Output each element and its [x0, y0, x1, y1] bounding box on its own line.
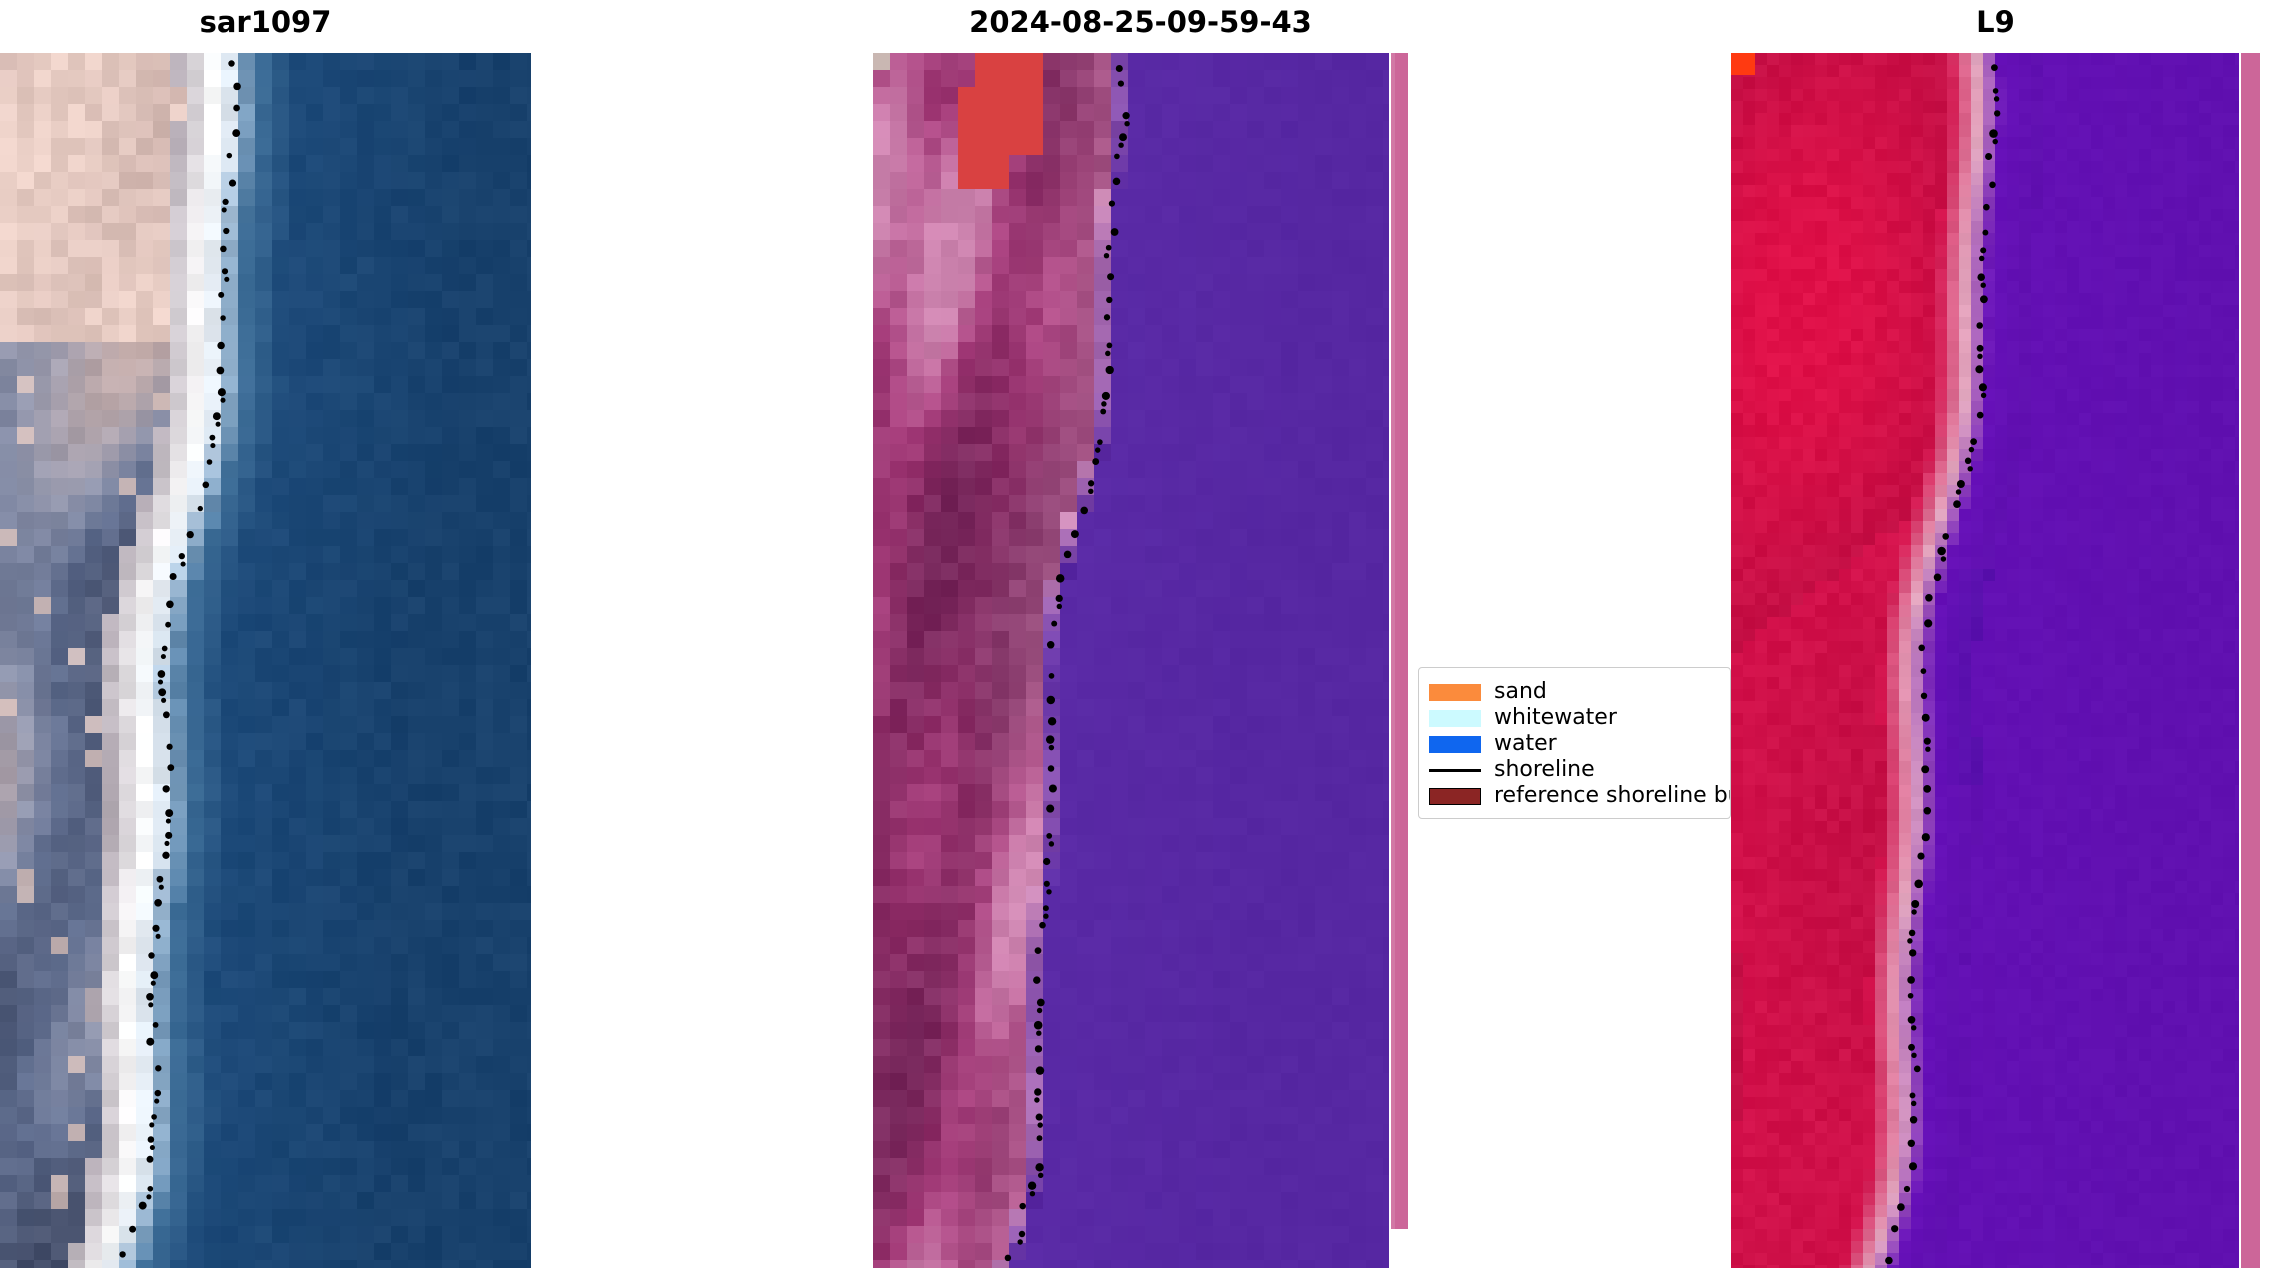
panel-title-2: 2024-08-25-09-59-43 [969, 5, 1312, 39]
legend-swatch-sand-icon [1429, 683, 1481, 701]
image-panel-classified-l9[interactable] [1731, 53, 2260, 1268]
panel-title-3: L9 [1976, 5, 2015, 39]
legend-item-whitewater: whitewater [1419, 705, 1730, 731]
image-panel-classified-s2[interactable] [873, 53, 1408, 1268]
legend-label: water [1494, 731, 1557, 756]
legend-swatch-whitewater-icon [1429, 709, 1481, 727]
legend-item-water: water [1419, 731, 1730, 757]
legend-label: shoreline [1494, 757, 1595, 782]
legend-item-reference: reference shoreline buffer [1419, 783, 1730, 809]
legend-label: whitewater [1494, 705, 1617, 730]
legend-label: sand [1494, 679, 1547, 704]
legend-swatch-reference-icon [1429, 787, 1481, 805]
panel-title-1: sar1097 [199, 5, 332, 39]
classified-raster-l9 [1731, 53, 2260, 1268]
legend-swatch-water-icon [1429, 735, 1481, 753]
legend-items: sand whitewater water shoreline reference sh… [1419, 668, 1730, 809]
legend-box[interactable]: sand whitewater water shoreline reference sh… [1418, 667, 1731, 819]
legend-item-sand: sand [1419, 679, 1730, 705]
image-panel-rgb[interactable] [0, 53, 531, 1268]
classified-raster-s2 [873, 53, 1408, 1268]
legend-item-shoreline: shoreline [1419, 757, 1730, 783]
legend-label: reference shoreline buffer [1494, 783, 1730, 808]
rgb-raster [0, 53, 531, 1268]
legend-swatch-shoreline-icon [1429, 762, 1481, 779]
